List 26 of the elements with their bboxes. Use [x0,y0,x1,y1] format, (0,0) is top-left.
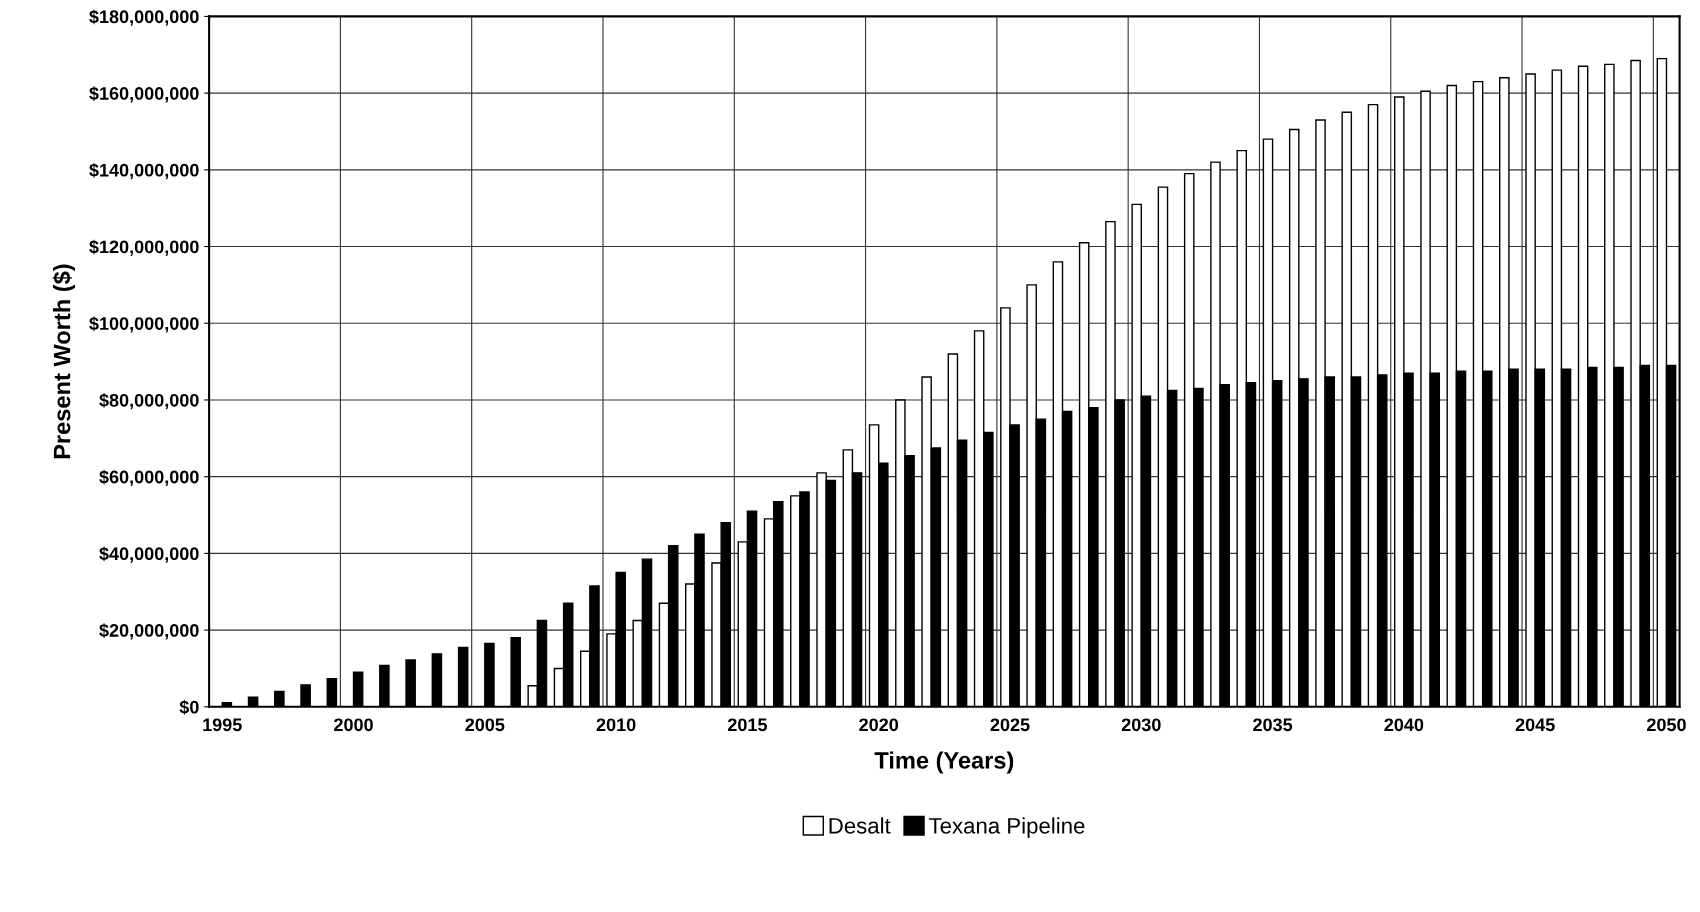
x-tick-label: 2015 [727,718,767,732]
legend-label: Texana Pipeline [929,817,1085,839]
y-axis-title: Present Worth ($) [52,264,76,459]
y-tick-label: $100,000,000 [89,316,199,333]
x-axis-title: Time (Years) [874,751,1014,774]
y-tick-label: $60,000,000 [99,469,199,487]
y-tick-label: $0 [179,699,199,715]
x-tick-label: 2050 [1647,718,1686,732]
y-tick-label: $40,000,000 [99,546,199,563]
x-tick-label: 2020 [859,718,899,732]
x-tick-label: 2035 [1253,718,1293,732]
y-tick-label: $80,000,000 [99,393,199,410]
x-tick-label: 2005 [465,718,505,732]
x-tick-label: 2025 [990,718,1030,732]
y-tick-label: $20,000,000 [99,623,199,640]
y-tick-label: $140,000,000 [89,162,199,180]
y-tick-label: $160,000,000 [89,86,199,103]
x-tick-label: 2045 [1515,718,1555,732]
x-tick-label: 2040 [1384,718,1424,732]
y-tick-label: $180,000,000 [89,9,199,26]
legend-label: Desalt [829,817,891,834]
y-tick-label: $120,000,000 [89,239,199,256]
x-tick-label: 1995 [203,718,242,732]
x-tick-label: 2000 [334,718,373,732]
x-tick-label: 2030 [1121,718,1161,732]
x-tick-label: 2010 [596,718,636,732]
